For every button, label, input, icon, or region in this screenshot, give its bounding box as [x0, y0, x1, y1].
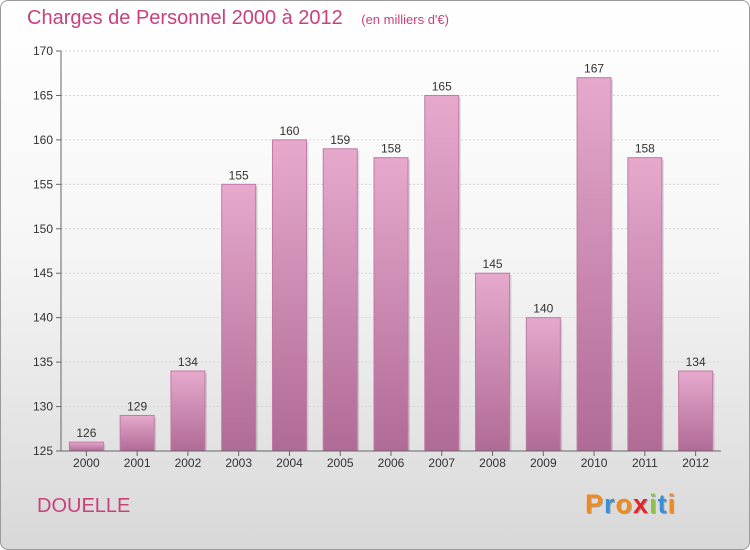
- x-tick-label: 2002: [175, 456, 202, 470]
- x-tick-label: 2012: [682, 456, 709, 470]
- logo-letter: o: [615, 489, 634, 519]
- bar-value-label: 159: [330, 133, 350, 147]
- y-tick-label: 145: [33, 266, 53, 280]
- bar-value-label: 158: [635, 142, 655, 156]
- commune-name: DOUELLE: [37, 495, 131, 517]
- y-tick-label: 170: [33, 44, 53, 58]
- bar: [627, 157, 663, 452]
- x-tick-label: 2000: [73, 456, 100, 470]
- bar: [373, 157, 409, 452]
- bar: [170, 370, 206, 452]
- x-tick-label: 2008: [479, 456, 506, 470]
- y-tick-label: 150: [33, 222, 53, 236]
- chart-title: Charges de Personnel 2000 à 2012: [27, 7, 343, 29]
- proxiti-logo: Proxiti: [585, 489, 676, 520]
- bar-value-label: 140: [533, 302, 553, 316]
- bar-value-label: 134: [178, 355, 198, 369]
- logo-letter: i: [667, 489, 677, 519]
- y-tick-label: 130: [33, 400, 53, 414]
- bar: [678, 370, 714, 452]
- x-tick-label: 2001: [124, 456, 151, 470]
- chart-subtitle: (en milliers d'€): [361, 12, 449, 27]
- x-tick-label: 2011: [632, 456, 658, 470]
- logo-letter: t: [657, 489, 668, 519]
- bar: [424, 94, 460, 452]
- bar-value-label: 134: [686, 355, 706, 369]
- x-tick-label: 2005: [327, 456, 354, 470]
- y-tick-label: 140: [33, 311, 53, 325]
- axes: [56, 50, 721, 456]
- y-tick-label: 125: [33, 444, 53, 458]
- bar-value-label: 145: [483, 257, 503, 271]
- y-tick-label: 165: [33, 88, 53, 102]
- bar-value-label: 167: [584, 62, 604, 76]
- bar-value-label: 158: [381, 142, 401, 156]
- y-tick-label: 135: [33, 355, 53, 369]
- bar-value-label: 160: [279, 124, 299, 138]
- logo-letter: r: [604, 489, 616, 519]
- x-tick-label: 2003: [225, 456, 252, 470]
- logo-letter: P: [585, 489, 605, 519]
- bar-value-label: 126: [76, 426, 96, 440]
- title-row: Charges de Personnel 2000 à 2012 (en mil…: [27, 7, 449, 30]
- bar: [271, 139, 307, 452]
- bar-value-label: 165: [432, 79, 452, 93]
- bar: [119, 414, 155, 452]
- bar: [525, 317, 561, 452]
- bar: [576, 77, 612, 452]
- labels: 125 130 135 140 145 150 155 160 165 170 126 2000 129…: [33, 44, 709, 470]
- y-tick-label: 160: [33, 133, 53, 147]
- bars: [68, 77, 715, 452]
- y-tick-label: 155: [33, 177, 53, 191]
- bar: [322, 148, 358, 452]
- x-tick-label: 2006: [378, 456, 405, 470]
- bar: [221, 183, 257, 452]
- x-tick-label: 2004: [276, 456, 303, 470]
- x-tick-label: 2009: [530, 456, 557, 470]
- bar-value-label: 155: [229, 168, 249, 182]
- bar: [68, 441, 104, 452]
- logo-letter: x: [633, 489, 650, 519]
- bar-value-label: 129: [127, 399, 147, 413]
- x-tick-label: 2007: [428, 456, 455, 470]
- logo-letter: i: [649, 489, 658, 519]
- x-tick-label: 2010: [581, 456, 608, 470]
- bar: [475, 272, 511, 452]
